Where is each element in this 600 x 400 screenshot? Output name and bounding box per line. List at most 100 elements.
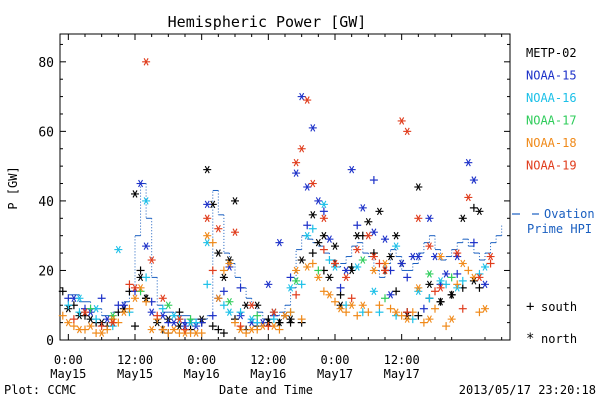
- north-point: [425, 242, 434, 250]
- north-point-d2: [93, 304, 99, 313]
- north-point: [303, 263, 312, 271]
- north-point-d2: [271, 322, 277, 330]
- north-point-d2: [315, 238, 321, 247]
- north-point: [192, 329, 201, 337]
- north-point-d2: [293, 169, 299, 177]
- north-point: [447, 291, 456, 299]
- north-point: [147, 308, 156, 316]
- south-point: [453, 280, 462, 289]
- north-point-d2: [354, 245, 360, 254]
- north-point: [414, 252, 423, 261]
- north-point: [353, 231, 362, 240]
- north-point: [64, 318, 73, 327]
- north-point: [169, 318, 178, 327]
- north-point-d2: [449, 291, 455, 299]
- north-point: [308, 179, 317, 188]
- south-point: [414, 311, 423, 320]
- north-point: [297, 256, 306, 264]
- north-point-d2: [226, 263, 232, 271]
- north-point-d2: [204, 231, 210, 240]
- north-point: [453, 249, 462, 257]
- north-point-d2: [271, 308, 277, 316]
- north-point-d2: [249, 315, 255, 323]
- north-point-d2: [138, 284, 144, 292]
- north-point: [158, 294, 167, 303]
- north-point: [381, 266, 389, 275]
- north-point: [131, 190, 139, 198]
- north-point: [414, 287, 423, 296]
- north-point: [203, 200, 212, 209]
- north-point: [303, 96, 312, 104]
- north-point: [325, 273, 334, 282]
- footer-timestamp: 2013/05/17 23:20:18: [459, 383, 596, 397]
- north-point: [114, 245, 123, 254]
- north-point-d2: [249, 318, 255, 327]
- north-point-d2: [121, 308, 127, 316]
- x-tick-label-time: 0:00: [187, 353, 216, 367]
- north-point-d2: [304, 263, 310, 271]
- south-point: [219, 287, 228, 296]
- north-point: [436, 277, 445, 285]
- north-point: [347, 165, 356, 174]
- south-point: [231, 318, 239, 327]
- south-point: [464, 266, 473, 275]
- south-point: [347, 294, 356, 303]
- north-point: [458, 259, 467, 268]
- north-point-d2: [249, 325, 255, 334]
- north-point: [108, 318, 117, 327]
- south-point: [447, 273, 456, 282]
- north-point-d2: [193, 329, 199, 337]
- south-point: [142, 297, 151, 306]
- north-point: [231, 228, 239, 236]
- north-point: [453, 252, 462, 261]
- north-point: [403, 315, 412, 323]
- north-point-d2: [204, 165, 210, 174]
- north-point: [142, 242, 151, 250]
- south-point: [64, 301, 73, 310]
- north-point-d2: [388, 291, 394, 299]
- north-point: [481, 263, 489, 271]
- north-point-d2: [382, 266, 388, 275]
- north-point: [325, 291, 334, 299]
- y-tick-label: 60: [38, 125, 54, 140]
- north-point-d2: [310, 179, 316, 188]
- north-point-d2: [132, 190, 138, 198]
- south-point: [269, 315, 278, 324]
- north-marker-symbol: *: [526, 331, 534, 347]
- north-point-d2: [138, 179, 144, 188]
- north-point-d2: [288, 284, 294, 292]
- north-point-d2: [82, 308, 88, 316]
- north-point: [425, 280, 434, 289]
- north-point: [247, 325, 256, 334]
- north-point-d2: [354, 263, 360, 271]
- south-point: [69, 322, 78, 331]
- north-point-d2: [143, 242, 149, 250]
- north-point: [219, 273, 228, 282]
- north-point-d2: [293, 158, 299, 167]
- north-point-d2: [226, 297, 232, 306]
- north-point-d2: [99, 329, 105, 337]
- north-point-d2: [343, 266, 349, 275]
- south-point: [419, 304, 428, 313]
- south-point: [475, 308, 484, 317]
- data-points: [58, 58, 495, 338]
- north-point-d2: [221, 273, 227, 282]
- north-point-d2: [365, 217, 371, 226]
- north-point-d2: [293, 277, 299, 285]
- north-point-d2: [71, 294, 77, 303]
- north-point-d2: [415, 284, 421, 292]
- north-point: [75, 294, 84, 303]
- south-point: [253, 311, 262, 320]
- north-point: [369, 252, 378, 261]
- north-point-d2: [88, 315, 94, 323]
- south-point: [342, 308, 351, 317]
- north-point: [225, 297, 234, 306]
- north-point: [75, 325, 84, 334]
- south-marker-symbol: +: [526, 299, 534, 315]
- north-point-d2: [415, 287, 421, 296]
- north-point: [364, 231, 373, 240]
- north-point: [297, 144, 306, 153]
- north-point-d2: [160, 294, 166, 303]
- north-point: [136, 179, 145, 188]
- north-point-d2: [210, 200, 216, 209]
